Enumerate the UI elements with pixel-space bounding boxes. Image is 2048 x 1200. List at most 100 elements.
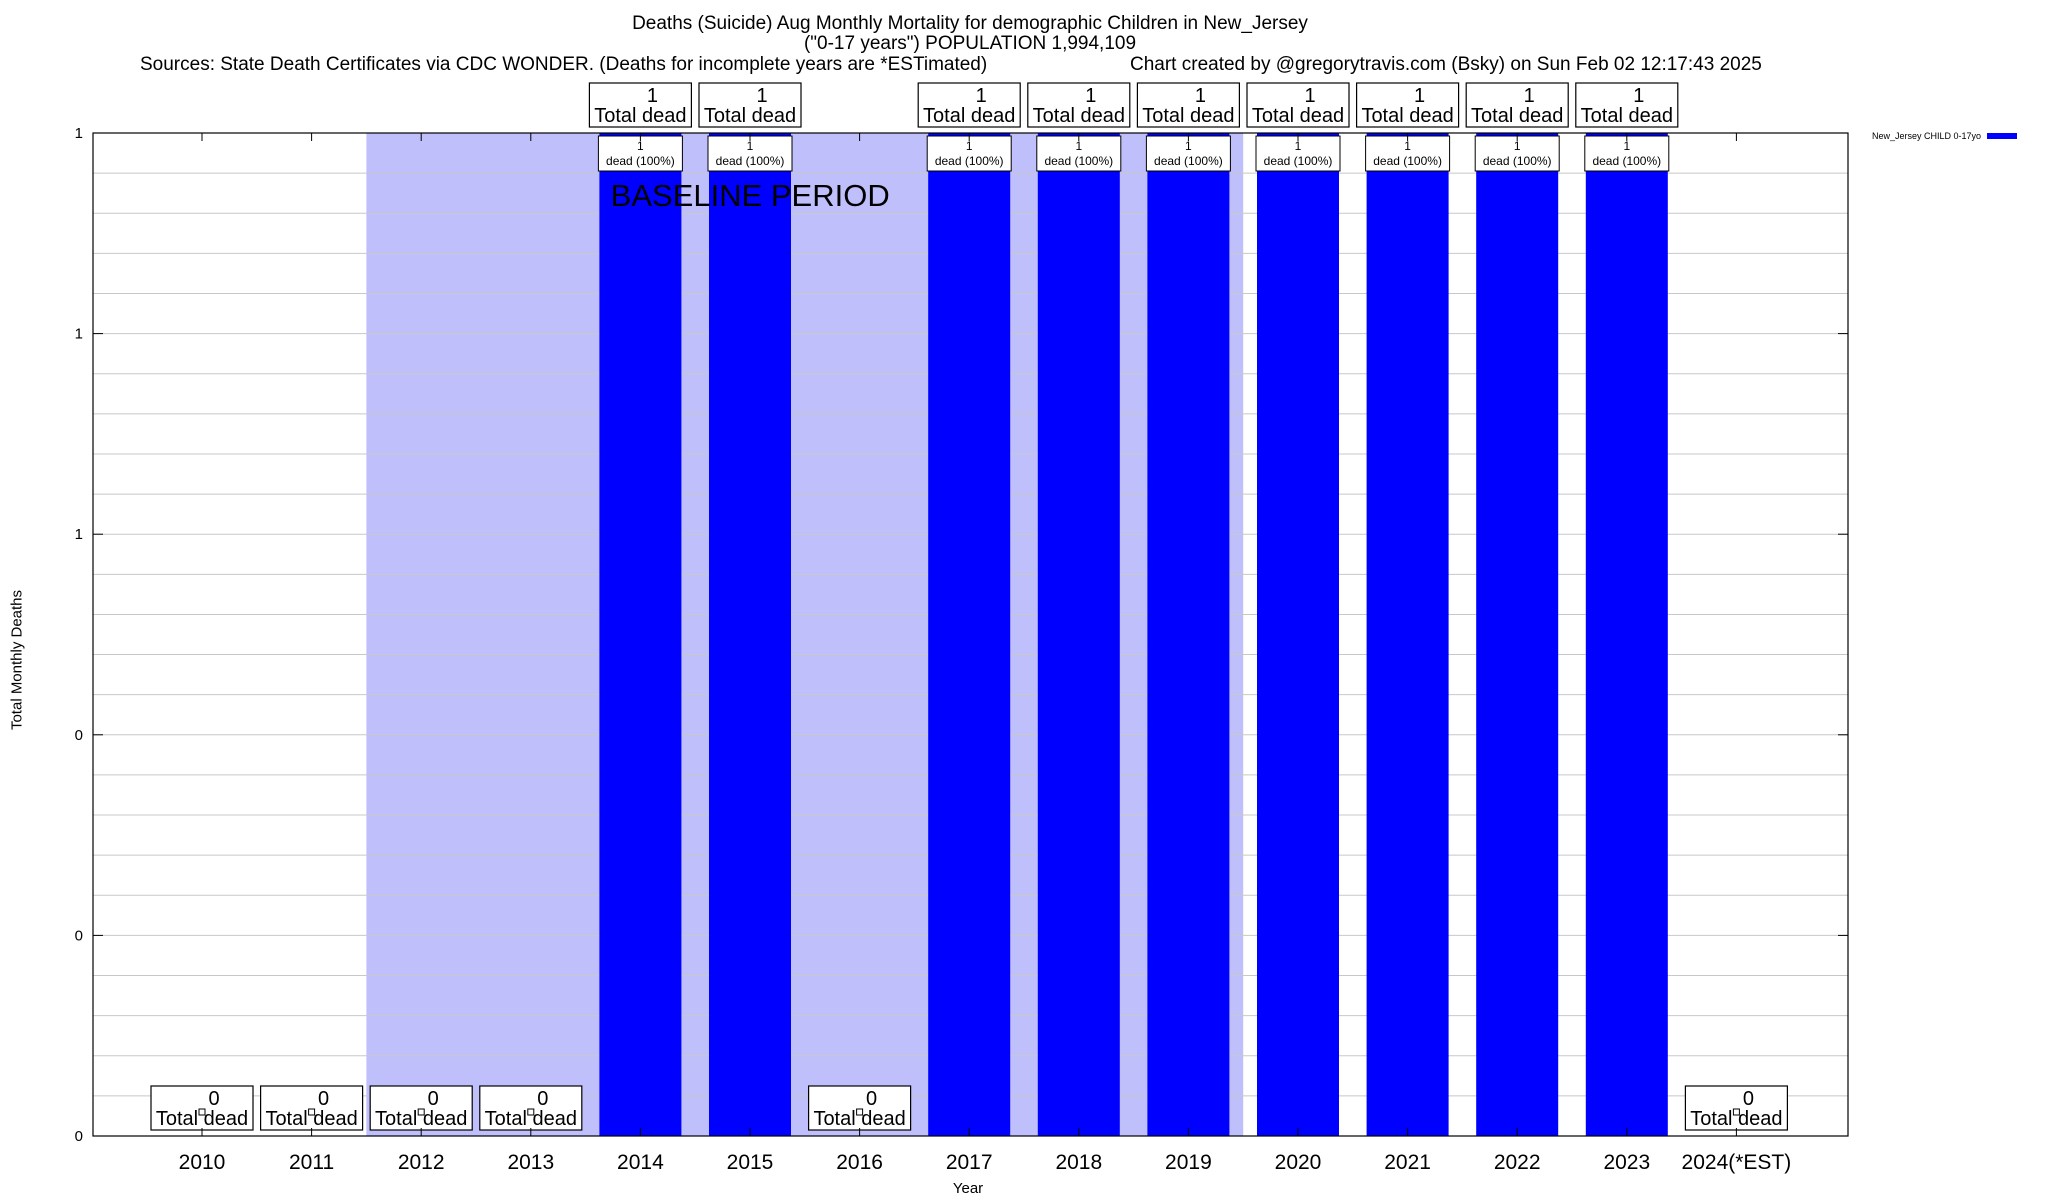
x-tick-label-2012: 2012	[398, 1151, 445, 1174]
bar-label-box-2014	[597, 135, 683, 172]
bar-label-box-2020	[1255, 135, 1341, 172]
bar-label-count-2018: 1	[1075, 139, 1082, 153]
x-tick-label-2023: 2023	[1603, 1151, 1650, 1174]
x-tick-label-2013: 2013	[507, 1151, 554, 1174]
bar-label-count-2021: 1	[1404, 139, 1411, 153]
total-label-count-2019: 1	[1195, 85, 1206, 107]
bar-label-pct-2019: dead (100%)	[1154, 154, 1223, 168]
chart-credit: Chart created by @gregorytravis.com (Bsk…	[1130, 54, 1762, 75]
bar-label-pct-2014: dead (100%)	[606, 154, 675, 168]
chart-subtitle: ("0-17 years") POPULATION 1,994,109	[803, 33, 1137, 54]
total-label-count-2011: 0	[318, 1088, 329, 1110]
total-label-count-2017: 1	[976, 85, 987, 107]
plot-frame	[92, 132, 1849, 1137]
y-tick-label: 1	[75, 326, 83, 343]
zero-marker-2012	[417, 1108, 425, 1116]
bar-2023	[1585, 133, 1668, 1136]
bar-label-pct-2018: dead (100%)	[1044, 154, 1113, 168]
total-label-text-2024(*EST): Total dead	[1690, 1108, 1782, 1130]
bar-2020	[1257, 133, 1339, 1136]
baseline-period-label: BASELINE PERIOD	[611, 178, 890, 213]
total-label-box-2022	[1465, 82, 1569, 128]
total-label-count-2023: 1	[1633, 85, 1644, 107]
x-tick-label-2017: 2017	[946, 1151, 993, 1174]
total-label-text-2019: Total dead	[1142, 105, 1234, 127]
total-label-box-2017	[917, 82, 1021, 128]
x-tick-label-2021: 2021	[1384, 1151, 1431, 1174]
bar-2014	[599, 133, 682, 1136]
zero-marker-2016	[856, 1108, 864, 1116]
total-label-box-2018	[1027, 82, 1131, 128]
total-label-count-2018: 1	[1085, 85, 1096, 107]
bar-label-pct-2021: dead (100%)	[1373, 154, 1442, 168]
bar-label-pct-2023: dead (100%)	[1592, 154, 1661, 168]
total-label-text-2014: Total dead	[594, 105, 686, 127]
x-tick-label-2018: 2018	[1055, 1151, 1102, 1174]
total-label-text-2011: Total dead	[265, 1108, 357, 1130]
x-tick-label-2010: 2010	[179, 1151, 226, 1174]
bar-2021	[1366, 133, 1449, 1136]
total-label-count-2024(*EST): 0	[1743, 1088, 1754, 1110]
total-label-count-2016: 0	[866, 1088, 877, 1110]
bar-2015	[709, 133, 791, 1136]
zero-marker-2011	[308, 1108, 316, 1116]
total-label-box-2014	[588, 82, 693, 128]
bar-2018	[1037, 133, 1120, 1136]
bar-label-box-2022	[1474, 135, 1560, 172]
zero-marker-2010	[198, 1108, 206, 1116]
chart-source: Sources: State Death Certificates via CD…	[140, 54, 988, 75]
zero-marker-2024(*EST)	[1732, 1108, 1740, 1116]
bar-label-box-2015	[707, 135, 793, 172]
legend-label: New_Jersey CHILD 0-17yo	[1872, 131, 1982, 141]
total-label-count-2010: 0	[208, 1088, 219, 1110]
total-label-box-2020	[1246, 82, 1350, 128]
y-tick-label: 1	[75, 125, 83, 142]
y-tick-label: 0	[75, 1128, 83, 1145]
bar-label-pct-2017: dead (100%)	[935, 154, 1004, 168]
legend: New_Jersey CHILD 0-17yo	[1872, 131, 2018, 141]
zero-marker-2013	[527, 1108, 535, 1116]
legend-swatch	[1987, 133, 2018, 139]
bar-label-box-2023	[1584, 135, 1670, 172]
total-label-box-2015	[698, 82, 802, 128]
bar-label-pct-2020: dead (100%)	[1264, 154, 1333, 168]
total-label-count-2022: 1	[1524, 85, 1535, 107]
x-tick-label-2019: 2019	[1165, 1151, 1212, 1174]
total-label-text-2013: Total dead	[485, 1108, 577, 1130]
x-tick-label-2022: 2022	[1494, 1151, 1541, 1174]
total-label-box-2019	[1136, 82, 1241, 128]
bar-label-count-2023: 1	[1623, 139, 1630, 153]
total-label-box-2011	[260, 1085, 364, 1131]
bar-label-box-2021	[1365, 135, 1451, 172]
total-label-count-2012: 0	[428, 1088, 439, 1110]
y-axis-label: Total Monthly Deaths	[8, 589, 26, 731]
total-label-text-2010: Total dead	[156, 1108, 248, 1130]
total-label-text-2012: Total dead	[375, 1108, 467, 1130]
chart-title: Deaths (Suicide) Aug Monthly Mortality f…	[632, 13, 1308, 34]
total-label-count-2015: 1	[756, 85, 767, 107]
y-tick-label: 1	[75, 526, 83, 543]
x-tick-label-2014: 2014	[617, 1151, 664, 1174]
total-label-count-2013: 0	[537, 1088, 548, 1110]
total-label-text-2015: Total dead	[704, 105, 796, 127]
x-tick-label-2016: 2016	[836, 1151, 883, 1174]
x-tick-label-2024(*EST): 2024(*EST)	[1682, 1151, 1792, 1174]
bar-label-pct-2015: dead (100%)	[716, 154, 785, 168]
total-label-box-2021	[1355, 82, 1460, 128]
total-label-text-2018: Total dead	[1033, 105, 1125, 127]
total-label-text-2017: Total dead	[923, 105, 1015, 127]
y-tick-label: 0	[75, 927, 83, 944]
bar-label-box-2017	[926, 135, 1012, 172]
total-label-text-2021: Total dead	[1361, 105, 1453, 127]
total-label-count-2014: 1	[647, 85, 658, 107]
total-label-box-2023	[1575, 82, 1679, 128]
bar-label-pct-2022: dead (100%)	[1483, 154, 1552, 168]
bar-label-box-2019	[1145, 135, 1231, 172]
total-label-text-2022: Total dead	[1471, 105, 1563, 127]
bar-label-count-2019: 1	[1185, 139, 1192, 153]
x-axis-label: Year	[952, 1180, 984, 1197]
bar-2017	[928, 133, 1011, 1136]
bar-label-count-2020: 1	[1295, 139, 1302, 153]
total-label-text-2023: Total dead	[1581, 105, 1673, 127]
